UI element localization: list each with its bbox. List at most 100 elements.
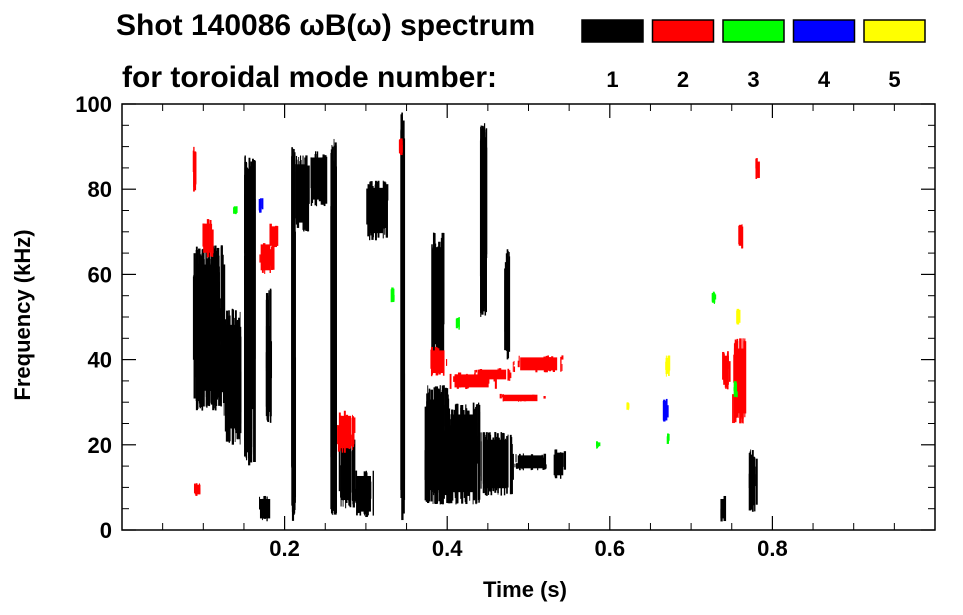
mode-1-blob-14-strand	[442, 232, 445, 325]
mode-1-blob-17-core	[517, 455, 544, 469]
mode-1-blob-13-strand	[424, 406, 427, 501]
mode-1-blob-7	[310, 151, 328, 207]
mode-2-blob-11-strand	[517, 360, 520, 368]
mode-1-blob-10-strand	[372, 470, 374, 516]
mode-1-blob-16-strand	[484, 438, 486, 490]
mode-1-blob-9-strand	[347, 477, 351, 494]
mode-1-blob-3-strand	[264, 499, 266, 510]
mode-1-blob-9-strand	[338, 447, 341, 492]
mode-2-blob-10-strand	[507, 368, 510, 381]
mode-1-blob-17-strand	[541, 454, 543, 464]
mode-2-blob-13-strand	[735, 340, 737, 392]
mode-2-blob-2	[193, 483, 201, 496]
mode-1-blob-13-strand	[446, 394, 449, 489]
mode-3-blob-5-strand	[711, 293, 715, 302]
mode-1-blob-17	[514, 453, 547, 471]
mode-2-blob-7-strand	[430, 347, 433, 377]
mode-2-blob-12	[722, 351, 731, 390]
mode-1-blob-4-strand	[269, 290, 272, 345]
mode-1-blob-14-strand	[440, 237, 443, 357]
mode-1-blob-0-strand	[195, 324, 197, 396]
mode-3-blob-3-strand	[596, 442, 599, 448]
mode-1-blob-14-strand	[432, 291, 434, 327]
mode-1-blob-10-strand	[365, 472, 368, 518]
mode-1-blob-7-strand	[322, 156, 324, 188]
mode-1-blob-11-strand	[370, 181, 373, 236]
mode-1-blob-2-strand	[245, 257, 247, 456]
mode-1-blob-13-strand	[426, 406, 428, 484]
spectrum-blobs	[192, 112, 760, 522]
mode-3-series	[233, 206, 738, 449]
mode-1-blob-11-strand	[377, 180, 380, 238]
mode-1-blob-15-strand	[474, 426, 477, 499]
legend-swatch-mode-2	[651, 19, 715, 43]
mode-1-blob-2-strand	[247, 253, 250, 446]
mode-2-blob-15-strand	[740, 237, 742, 246]
mode-1-blob-15-strand	[451, 409, 454, 501]
mode-1-blob-16-strand	[491, 447, 494, 481]
mode-1-blob-10-strand	[366, 476, 369, 517]
mode-1-blob-21-strand	[755, 458, 758, 505]
mode-2-blob-1	[202, 219, 214, 258]
mode-1-blob-16-strand	[490, 443, 493, 496]
mode-2-blob-9	[499, 393, 546, 402]
mode-1-blob-21-strand	[748, 452, 750, 489]
mode-1-blob-0-strand	[214, 251, 216, 409]
mode-1-blob-0-strand	[209, 316, 212, 355]
mode-4-blob-0-strand	[259, 207, 262, 213]
legend-swatch-mode-3	[722, 19, 785, 43]
mode-1-blob-1-strand	[224, 349, 226, 401]
x-tick-label: 0.4	[432, 536, 463, 561]
mode-2-blob-5-strand	[337, 425, 339, 445]
mode-2-blob-4	[269, 223, 279, 248]
mode-1-blob-5-strand	[293, 338, 295, 419]
mode-1-blob-7-strand	[310, 172, 313, 206]
legend-label-mode-1: 1	[606, 67, 618, 92]
x-tick-label: 0.6	[595, 536, 626, 561]
mode-1-blob-2-strand	[246, 174, 248, 309]
mode-1-blob-0-strand	[193, 274, 195, 344]
mode-2-blob-12-strand	[722, 351, 725, 380]
mode-1-blob-21-strand	[749, 451, 751, 505]
mode-1-blob-14-strand	[438, 298, 441, 334]
mode-1-blob-17-strand	[530, 455, 532, 471]
mode-1-blob-6-strand	[300, 184, 302, 218]
mode-1-series	[192, 112, 758, 522]
mode-2-blob-3-strand	[263, 244, 265, 270]
mode-1-blob-19-strand	[484, 147, 488, 259]
mode-1-blob-1-strand	[237, 324, 241, 431]
mode-5-blob-1	[736, 308, 741, 325]
mode-1-blob-4-strand	[268, 290, 270, 356]
mode-1-blob-3-strand	[267, 506, 270, 513]
mode-2-blob-8-strand	[461, 379, 463, 385]
mode-2-blob-10-strand	[499, 369, 502, 374]
mode-4-blob-0-strand	[258, 198, 261, 211]
mode-2-blob-2-strand	[198, 488, 201, 494]
mode-1-blob-16-strand	[502, 433, 505, 452]
x-tick-label: 0.8	[757, 536, 788, 561]
mode-1-blob-0-strand	[197, 343, 200, 379]
mode-1-blob-2-strand	[253, 160, 256, 305]
mode-2-blob-8-strand	[454, 375, 457, 384]
mode-2-blob-14	[755, 158, 760, 179]
mode-2-blob-8-strand	[479, 380, 482, 387]
chart-title-line1: Shot 140086 ωB(ω) spectrum	[116, 9, 535, 42]
mode-1-blob-17-strand	[515, 463, 519, 469]
mode-1-blob-13-strand	[440, 392, 443, 499]
mode-2-blob-13-strand	[741, 376, 744, 419]
mode-1-blob-4-strand	[265, 352, 268, 417]
mode-1-blob-16-strand	[480, 432, 482, 489]
mode-3-blob-3-strand	[596, 442, 598, 449]
mode-1-blob-17-strand	[533, 456, 535, 463]
mode-1-blob-21-strand	[753, 457, 755, 478]
mode-1-blob-2-strand	[249, 158, 251, 251]
mode-2-blob-13-strand	[737, 391, 739, 418]
mode-2-blob-7-strand	[438, 358, 441, 375]
mode-1-blob-5-strand	[293, 157, 295, 289]
mode-1-blob-10	[354, 470, 374, 518]
mode-2-blob-12-strand	[728, 361, 731, 382]
mode-1-blob-0-strand	[220, 344, 222, 407]
mode-1-blob-1-strand	[234, 331, 236, 442]
mode-2-blob-1-strand	[209, 219, 212, 253]
